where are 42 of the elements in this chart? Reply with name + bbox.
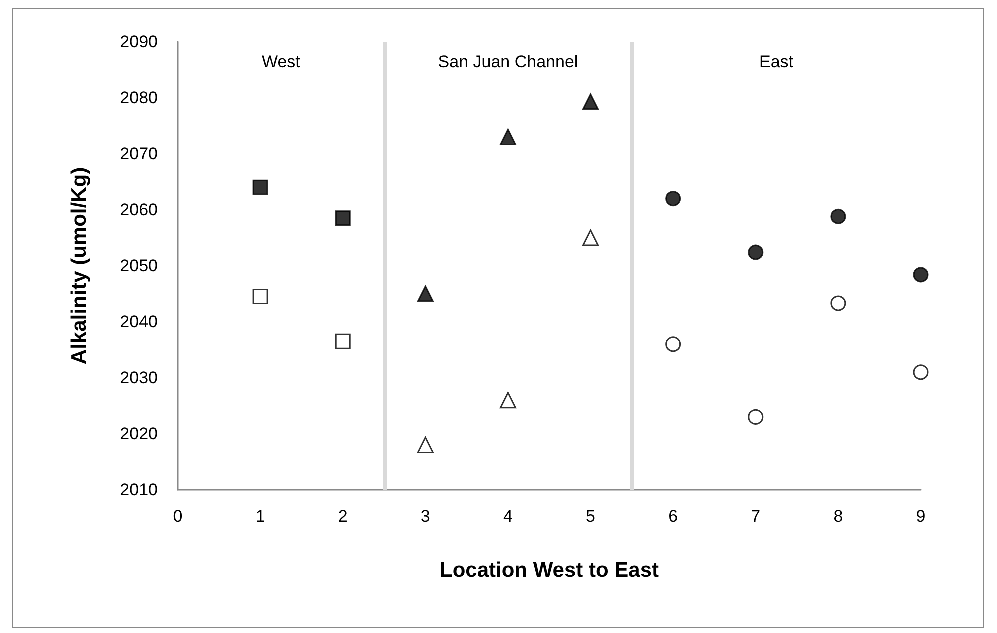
x-tick-label: 3 xyxy=(420,507,430,526)
point xyxy=(666,191,682,207)
point xyxy=(830,296,846,312)
y-tick-label: 2030 xyxy=(120,368,158,388)
point xyxy=(335,334,351,350)
annotation: San Juan Channel xyxy=(438,52,578,72)
x-tick-label: 0 xyxy=(173,507,183,526)
x-tick-label: 1 xyxy=(256,507,266,526)
point xyxy=(913,364,929,380)
y-tick-label: 2090 xyxy=(120,32,158,52)
y-tick-label: 2040 xyxy=(120,312,158,332)
point xyxy=(748,244,764,260)
x-tick-label: 9 xyxy=(916,507,926,526)
point xyxy=(335,210,351,226)
point xyxy=(748,409,764,425)
point xyxy=(252,289,268,305)
y-tick-label: 2070 xyxy=(120,144,158,164)
x-tick-label: 6 xyxy=(668,507,678,526)
point xyxy=(500,128,516,146)
x-tick-label: 8 xyxy=(834,507,844,526)
y-tick-label: 2010 xyxy=(120,480,158,500)
point xyxy=(913,267,929,283)
y-tick-label: 2050 xyxy=(120,256,158,276)
point xyxy=(500,392,516,409)
point xyxy=(582,230,600,246)
point xyxy=(830,208,846,224)
y-tick-label: 2060 xyxy=(120,200,158,220)
point xyxy=(417,286,434,302)
x-tick-label: 4 xyxy=(503,507,513,526)
point xyxy=(582,94,600,110)
annotation: East xyxy=(760,52,794,72)
point xyxy=(666,336,682,352)
x-tick-label: 2 xyxy=(338,507,348,526)
annotation: West xyxy=(262,52,301,72)
y-axis-title: Alkalinity (umol/Kg) xyxy=(68,167,91,365)
x-tick-label: 5 xyxy=(586,507,596,526)
y-tick-label: 2020 xyxy=(120,424,158,444)
x-axis-title: Location West to East xyxy=(440,559,659,582)
point xyxy=(252,180,268,196)
x-tick-label: 7 xyxy=(751,507,761,526)
point xyxy=(417,436,434,454)
y-tick-label: 2080 xyxy=(120,88,158,108)
